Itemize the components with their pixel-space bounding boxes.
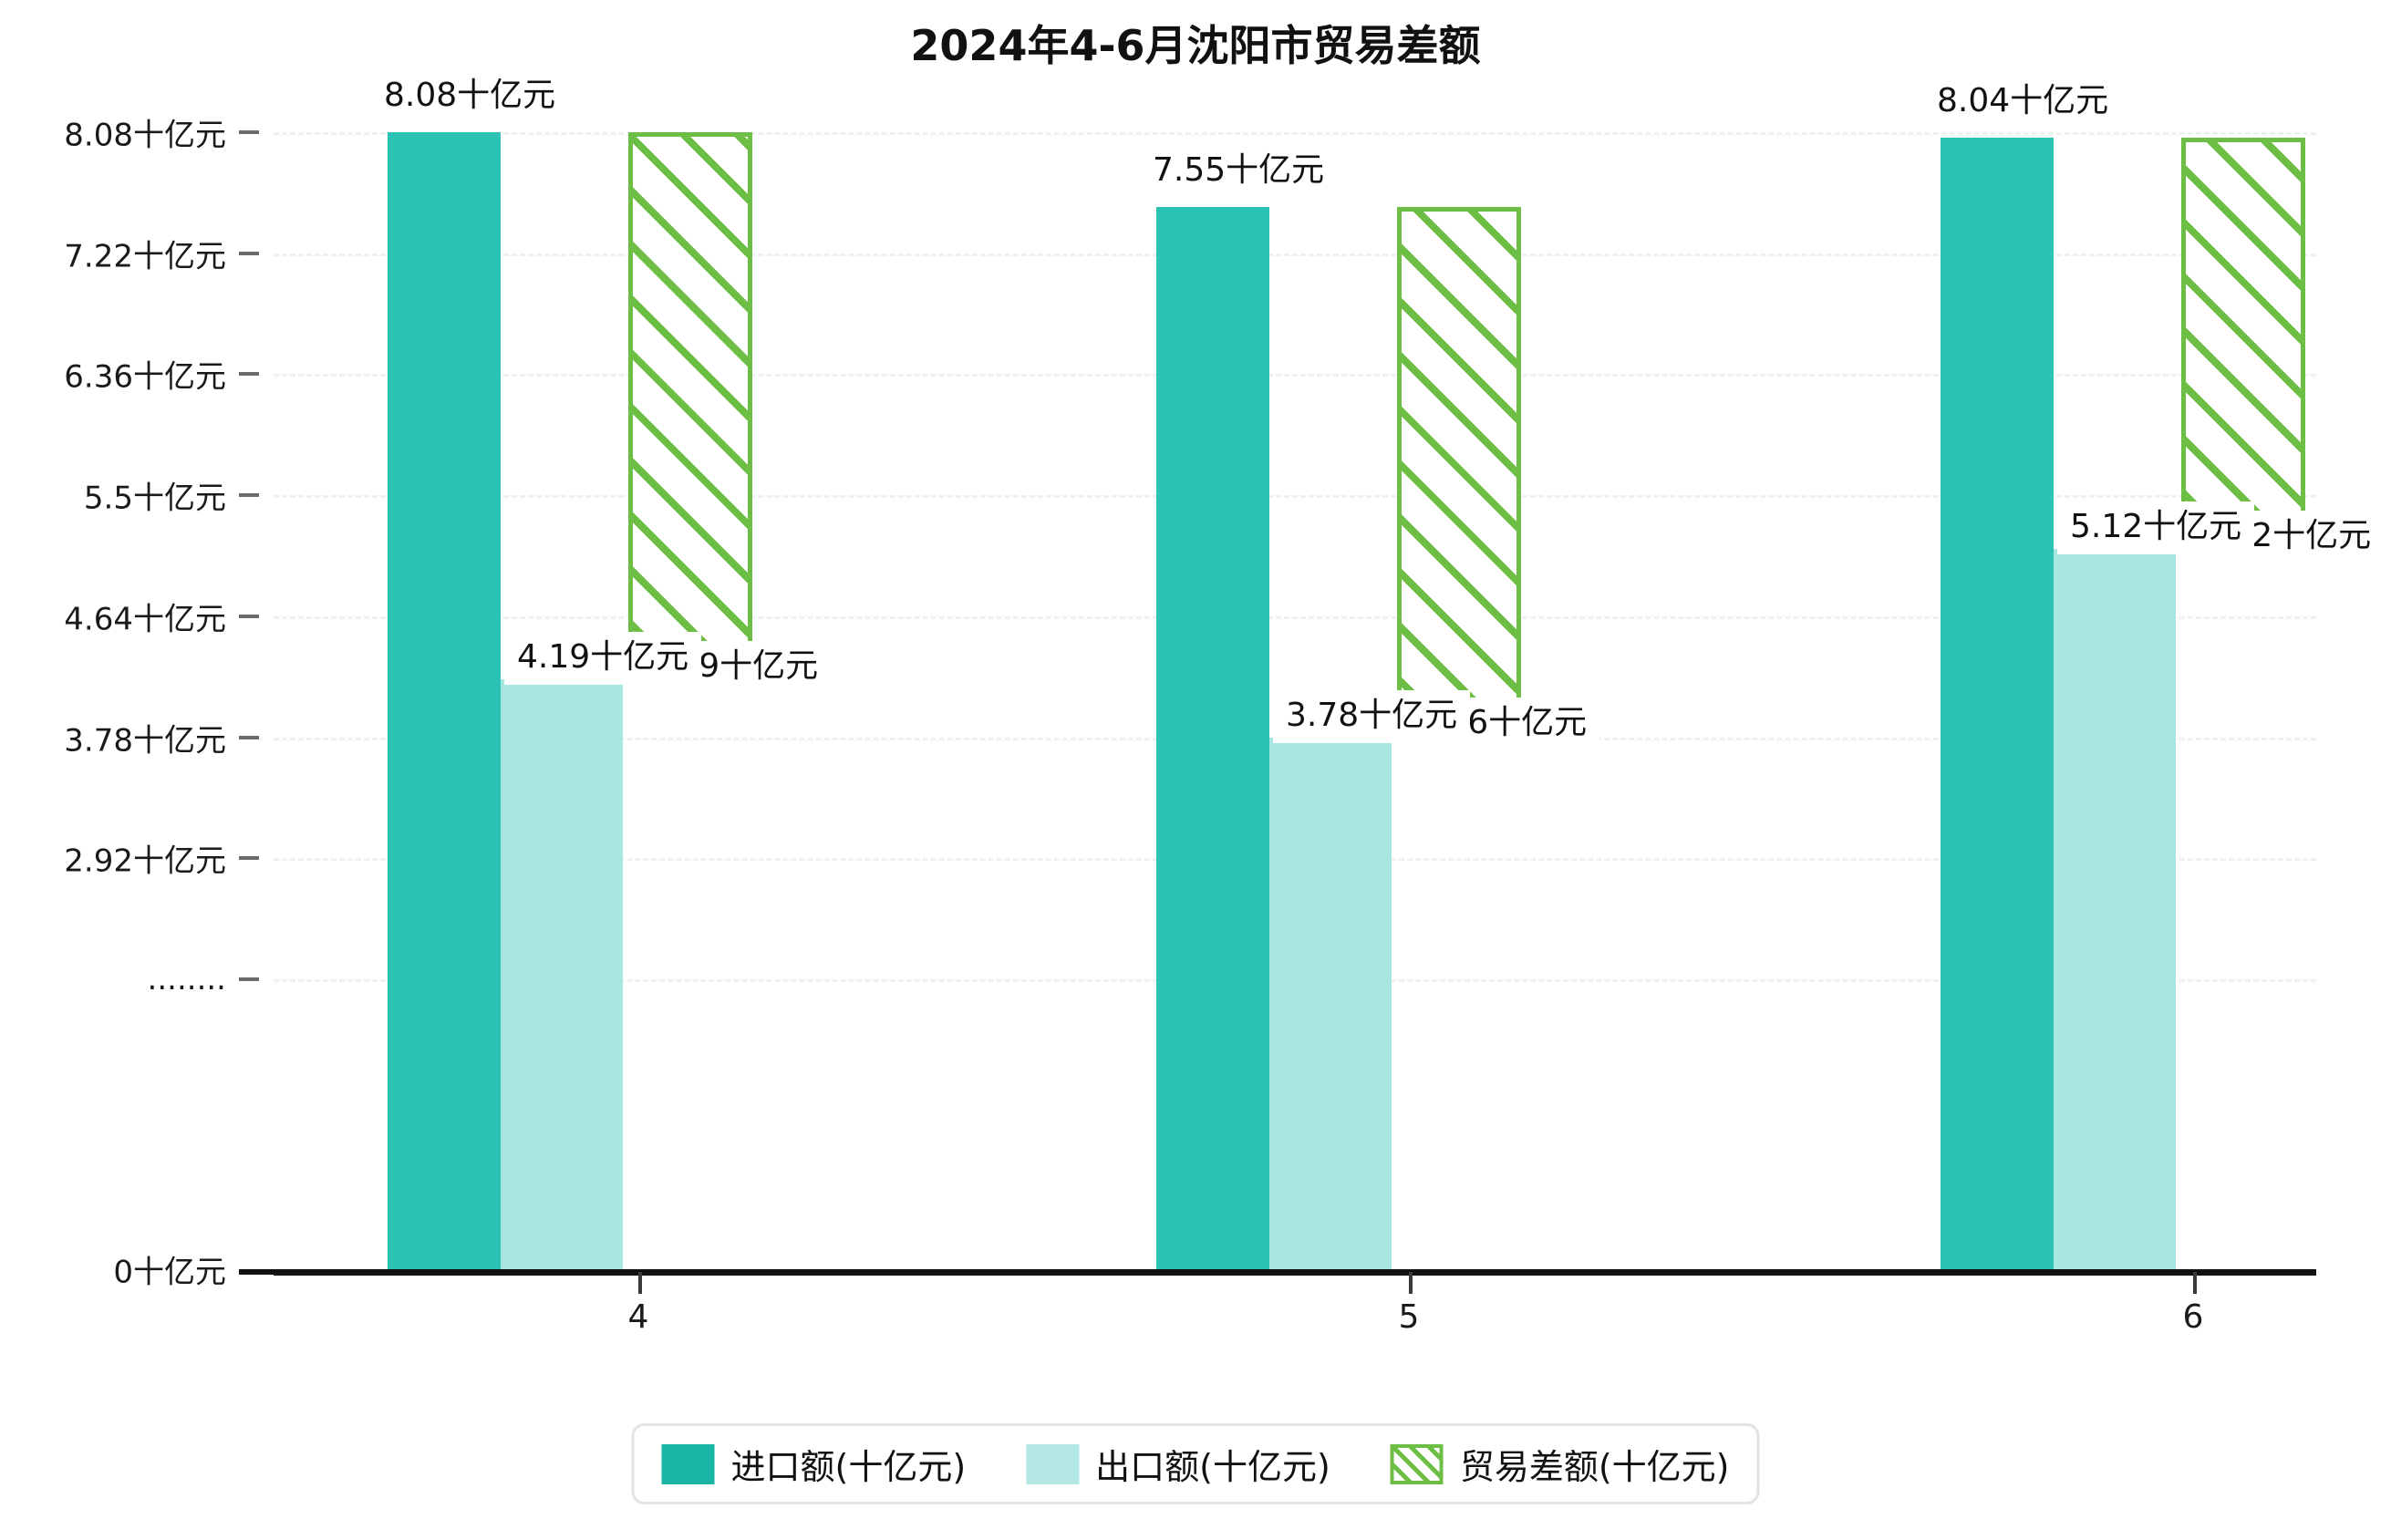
- y-axis-tick-label: 6.36十亿元: [64, 358, 226, 396]
- legend-item[interactable]: 出口额(十亿元): [1026, 1439, 1330, 1489]
- value-label-import: 7.55十亿元: [1153, 150, 1325, 189]
- bar-trade-balance: [2181, 138, 2305, 549]
- chart-legend: 进口额(十亿元) 出口额(十亿元) 贸易差额(十亿元): [631, 1423, 1760, 1504]
- y-axis-tick-mark: [239, 614, 259, 618]
- bar-export: [2054, 548, 2176, 1269]
- legend-label: 贸易差额(十亿元): [1459, 1447, 1730, 1487]
- x-axis-tick-mark: [2193, 1272, 2197, 1294]
- y-axis-tick-mark: [239, 856, 259, 861]
- y-axis-tick-mark: [239, 372, 259, 377]
- value-label-import: 8.04十亿元: [1937, 82, 2109, 120]
- x-axis-line: [274, 1269, 2316, 1276]
- bar-export: [1269, 737, 1392, 1269]
- legend-label: 进口额(十亿元): [730, 1447, 967, 1487]
- value-label-import: 8.08十亿元: [384, 77, 556, 114]
- value-label-export: 3.78十亿元: [1273, 689, 1471, 743]
- chart-title: 2024年4-6月沈阳市贸易差额: [910, 21, 1481, 70]
- y-axis-tick-label: 8.08十亿元: [64, 117, 226, 154]
- bar-export: [501, 679, 623, 1269]
- y-axis-tick-mark: [239, 735, 259, 739]
- x-axis-tick-mark: [638, 1272, 642, 1294]
- legend-item[interactable]: 贸易差额(十亿元): [1390, 1439, 1730, 1489]
- y-axis-tick-label: 0十亿元: [113, 1254, 226, 1291]
- y-axis-tick-label: 4.64十亿元: [64, 601, 226, 638]
- legend-swatch-export-icon: [1026, 1443, 1080, 1484]
- y-axis-tick-label: 7.22十亿元: [64, 238, 226, 275]
- bar-import: [388, 132, 501, 1269]
- bar-trade-balance: [1397, 206, 1521, 737]
- legend-label: 出口额(十亿元): [1095, 1447, 1330, 1487]
- y-axis-tick-mark: [239, 251, 259, 255]
- x-axis-tick-label: 5: [1398, 1298, 1420, 1336]
- y-axis-tick-label: 2.92十亿元: [64, 842, 226, 880]
- x-axis-tick-label: 4: [627, 1298, 649, 1336]
- bar-import: [1941, 138, 2054, 1269]
- legend-swatch-balance-icon: [1390, 1443, 1444, 1484]
- y-axis-tick-mark: [239, 493, 259, 498]
- y-axis-tick-label: ........: [147, 961, 226, 998]
- gridline: [274, 132, 2316, 135]
- y-axis-tick-mark: [239, 977, 259, 982]
- y-axis-tick-mark: [239, 130, 259, 134]
- value-label-export: 5.12十亿元: [2057, 501, 2255, 554]
- legend-swatch-import-icon: [661, 1443, 715, 1484]
- x-axis-tick-label: 6: [2182, 1298, 2204, 1336]
- value-label-export: 4.19十亿元: [504, 632, 702, 686]
- bar-import: [1156, 206, 1269, 1269]
- y-axis-tick-label: 5.5十亿元: [83, 480, 226, 517]
- y-axis-tick-label: 3.78十亿元: [64, 722, 226, 760]
- legend-item[interactable]: 进口额(十亿元): [661, 1439, 967, 1489]
- bar-trade-balance: [628, 132, 752, 680]
- y-axis-origin-mark: [239, 1269, 274, 1275]
- x-axis-tick-mark: [1409, 1272, 1413, 1294]
